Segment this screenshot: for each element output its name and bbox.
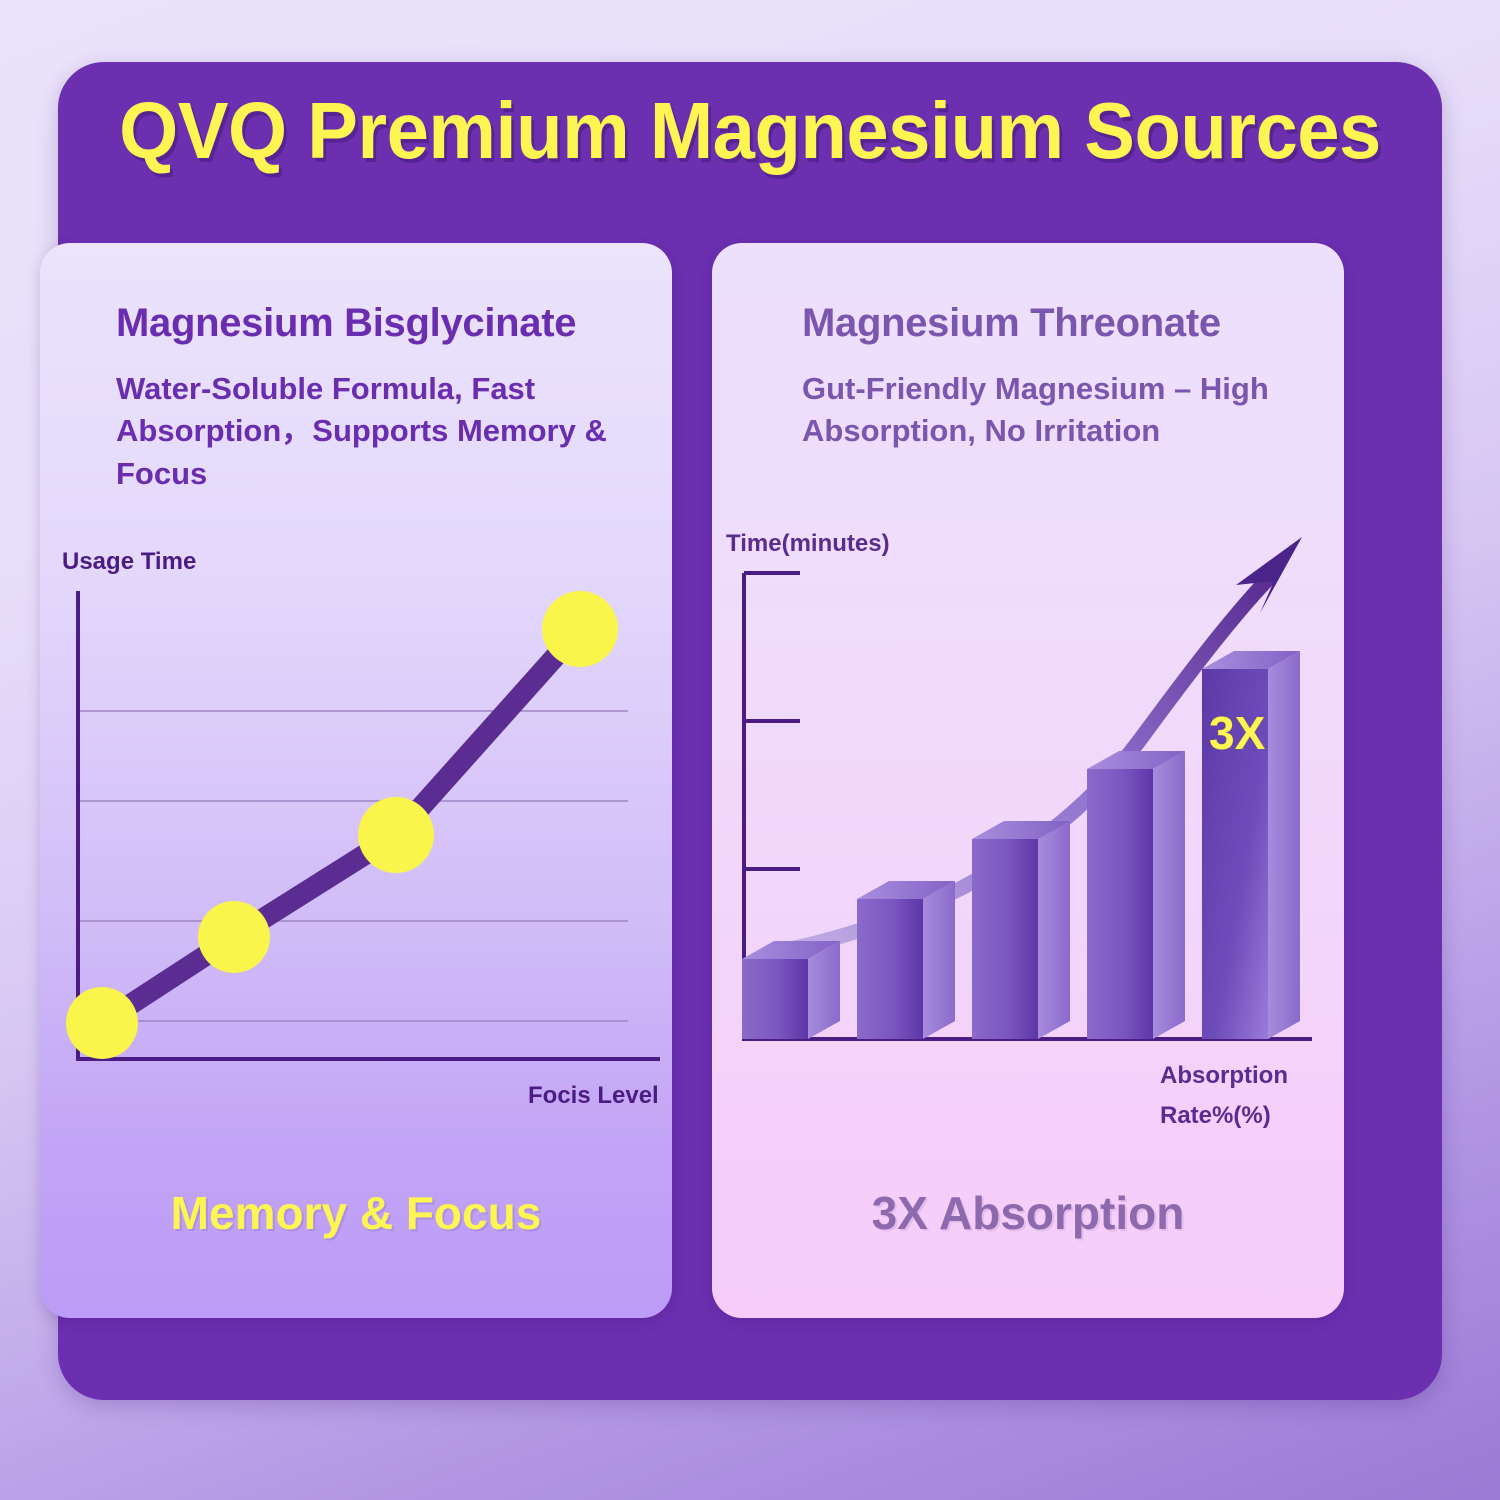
line-chart-svg: Usage Time <box>62 548 660 1109</box>
bars: 3X <box>742 651 1300 1039</box>
bar-4 <box>1087 751 1185 1039</box>
x-axis-label-line1: Absorption <box>1160 1062 1288 1089</box>
axis-lines <box>76 591 660 1061</box>
data-line <box>91 618 591 1034</box>
card-heading: Magnesium Bisglycinate <box>116 301 577 345</box>
y-axis-label: Time(minutes) <box>726 530 890 557</box>
bar-chart: Time(minutes) <box>712 521 1344 1129</box>
bar-2 <box>857 881 955 1039</box>
bar-1 <box>742 941 840 1039</box>
line-chart: Usage Time <box>40 521 672 1109</box>
page-title: QVQ Premium Magnesium Sources <box>119 86 1381 175</box>
card-footer-label: Memory & Focus <box>170 1187 542 1239</box>
card-heading: Magnesium Threonate <box>802 301 1221 345</box>
gridlines <box>78 710 628 1022</box>
bar-5-highlight: 3X <box>1202 651 1300 1039</box>
y-axis-label: Usage Time <box>62 548 196 575</box>
card-magnesium-threonate[interactable]: Magnesium Threonate Gut-Friendly Magnesi… <box>712 243 1344 1318</box>
x-axis-label: Focis Level <box>528 1082 659 1109</box>
data-points <box>66 591 618 1059</box>
card-magnesium-bisglycinate[interactable]: Magnesium Bisglycinate Water-Soluble For… <box>40 243 672 1318</box>
bar-chart-svg: Time(minutes) <box>726 530 1312 1129</box>
card-subtext: Water-Soluble Formula, Fast Absorption，S… <box>116 371 607 491</box>
bar-3 <box>972 821 1070 1039</box>
card-footer-label: 3X Absorption <box>871 1187 1185 1239</box>
card-subtext: Gut-Friendly Magnesium – High Absorption… <box>802 371 1269 449</box>
card-container: Magnesium Bisglycinate Water-Soluble For… <box>40 243 1344 1318</box>
bar-multiplier-label: 3X <box>1209 707 1266 759</box>
x-axis-label-line2: Rate%(%) <box>1160 1102 1271 1129</box>
